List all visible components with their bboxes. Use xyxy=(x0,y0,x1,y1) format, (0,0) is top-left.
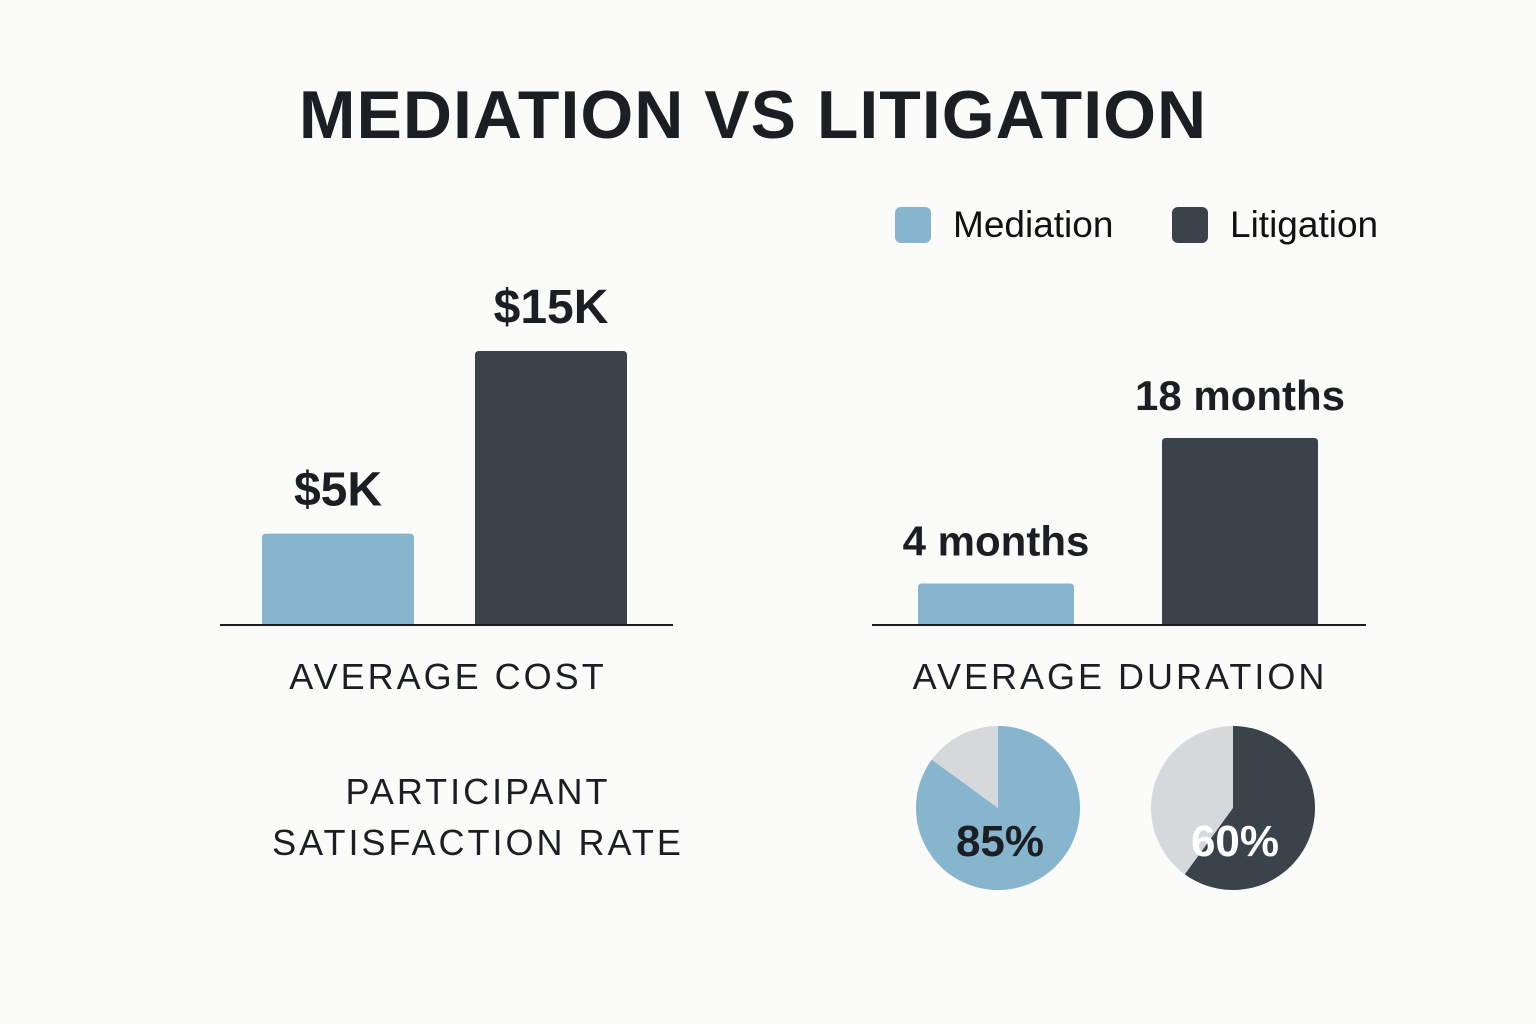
legend-item-mediation: Mediation xyxy=(895,204,1113,246)
duration-bar-mediation xyxy=(918,583,1074,625)
cost-data-label: $15K xyxy=(494,281,609,334)
pie-slice-mediation xyxy=(915,726,1080,890)
legend-label: Litigation xyxy=(1230,204,1379,245)
duration-data-label: 18 months xyxy=(1135,372,1345,419)
chart-title: MEDIATION VS LITIGATION xyxy=(298,77,1208,153)
pie-label-litigation: 60% xyxy=(1191,817,1279,866)
duration-bar-litigation xyxy=(1162,438,1318,625)
cost-bar-litigation xyxy=(475,351,627,625)
pie-slice-litigation xyxy=(1184,726,1316,890)
legend-item-litigation: Litigation xyxy=(1172,204,1378,246)
pie-label-mediation: 85% xyxy=(956,817,1044,866)
satisfaction-title-line: SATISFACTION RATE xyxy=(272,822,684,863)
duration-data-label: 4 months xyxy=(903,517,1090,564)
legend-label: Mediation xyxy=(953,204,1114,245)
cost-axis-title: AVERAGE COST xyxy=(289,656,607,697)
satisfaction-title-line: PARTICIPANT xyxy=(345,771,611,812)
cost-data-label: $5K xyxy=(294,464,382,517)
satisfaction-title: PARTICIPANT SATISFACTION RATE xyxy=(250,766,706,868)
legend-swatch-litigation xyxy=(1172,207,1208,243)
legend-swatch-mediation xyxy=(895,207,931,243)
duration-axis-title: AVERAGE DURATION xyxy=(912,656,1328,697)
cost-bar-mediation xyxy=(262,533,414,625)
